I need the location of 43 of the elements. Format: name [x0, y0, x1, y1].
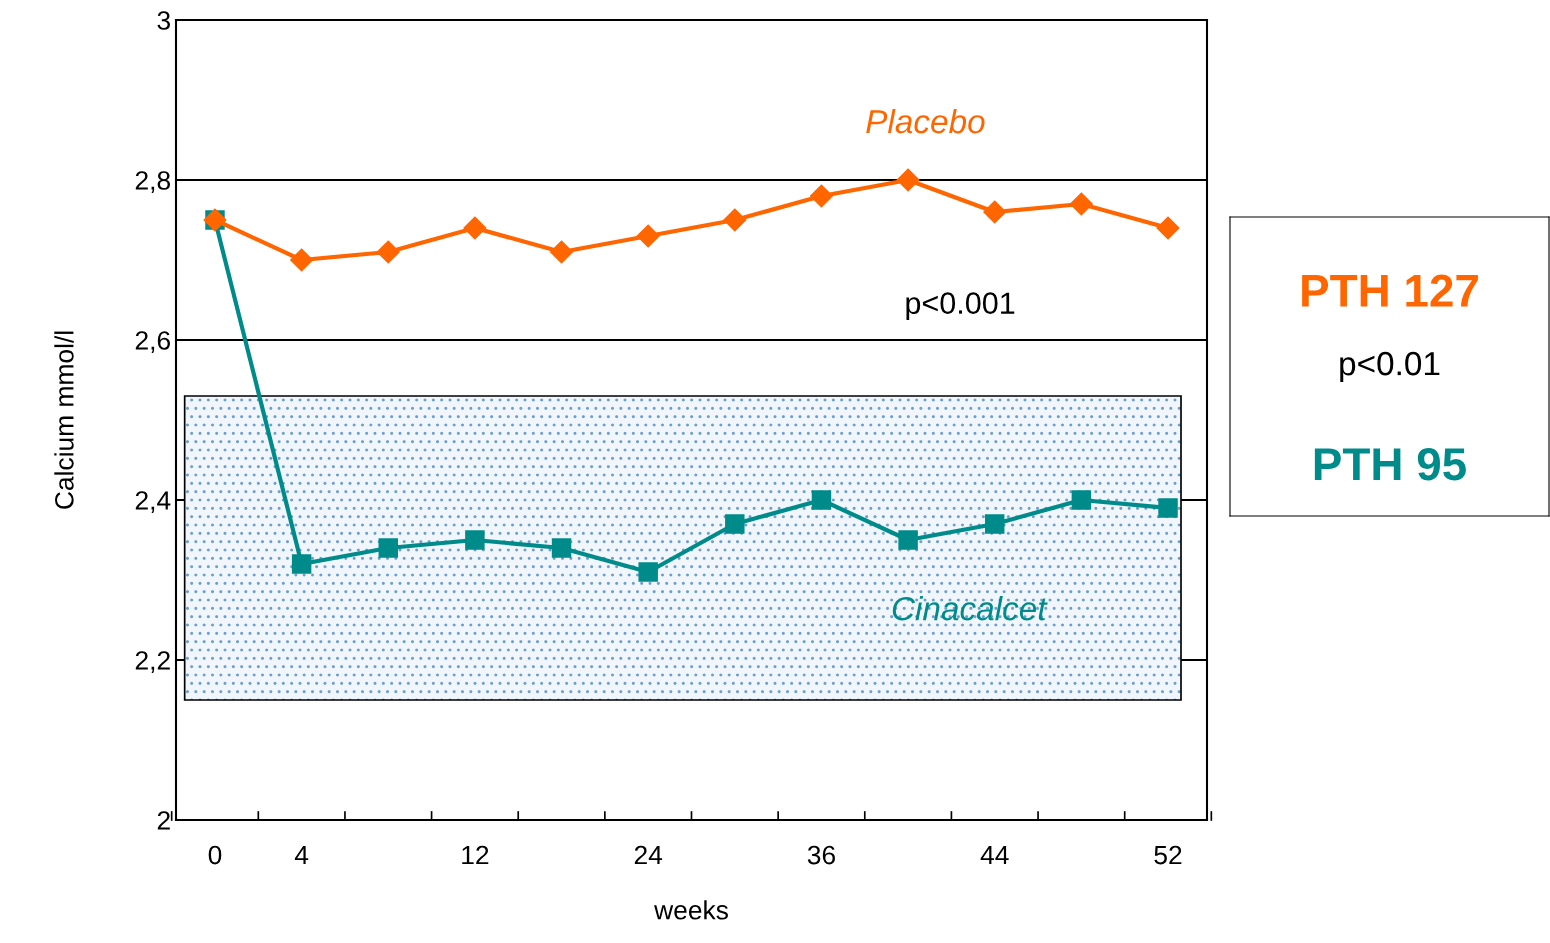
- point: [896, 168, 920, 192]
- point: [551, 538, 572, 558]
- point: [723, 208, 747, 232]
- annotation: p<0.001: [906, 292, 1015, 320]
- point: [463, 216, 487, 240]
- point: [290, 248, 314, 272]
- y-tick-label: 2: [157, 811, 170, 830]
- text: p<0.01: [1340, 351, 1440, 383]
- point: [898, 530, 918, 550]
- x-axis-title: weeks: [654, 900, 728, 920]
- text: PTH 127: [1302, 274, 1478, 307]
- x-tick-label: 52: [1154, 845, 1182, 865]
- point: [376, 240, 400, 264]
- point: [1071, 490, 1092, 510]
- point: [983, 200, 1007, 224]
- point: [465, 530, 485, 550]
- point: [636, 224, 660, 248]
- series-label: Cinacalcet: [892, 596, 1048, 621]
- y-tick-label: 2,8: [135, 171, 170, 193]
- y-tick-label: 2,2: [135, 651, 170, 673]
- point: [1156, 216, 1180, 240]
- y-tick-label: 3: [157, 11, 170, 30]
- text: PTH 95: [1314, 448, 1466, 481]
- x-tick-label: 36: [807, 845, 835, 865]
- x-tick-label: 4: [294, 845, 309, 865]
- point: [811, 490, 832, 510]
- x-tick-label: 12: [462, 845, 489, 865]
- y-axis-title: Calcium mmol/l: [54, 331, 74, 509]
- series-label: Placebo: [866, 108, 985, 134]
- point: [725, 514, 745, 534]
- point: [638, 562, 658, 582]
- x-tick-label: 0: [208, 845, 222, 865]
- y-tick-label: 2,4: [135, 491, 171, 513]
- point: [809, 184, 833, 208]
- point: [1069, 192, 1093, 216]
- y-tick-label: 2,6: [135, 331, 170, 353]
- point: [550, 240, 574, 264]
- point: [291, 554, 312, 574]
- point: [378, 538, 398, 558]
- point: [985, 514, 1005, 534]
- point: [1158, 498, 1178, 518]
- x-tick-label: 44: [980, 845, 1009, 865]
- x-tick-label: 24: [634, 845, 663, 865]
